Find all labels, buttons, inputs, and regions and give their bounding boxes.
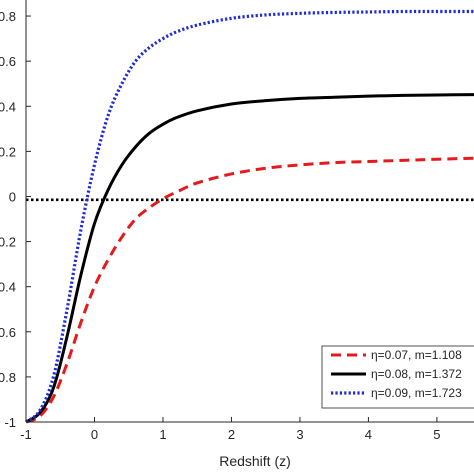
- x-tick-label: 5: [433, 427, 440, 442]
- y-tick-label: 0.4: [0, 99, 16, 114]
- x-tick-label: 0: [91, 427, 98, 442]
- y-tick-label: -0.6: [0, 325, 16, 340]
- legend-label-2: η=0.08, m=1.372: [371, 367, 462, 381]
- legend-items: η=0.07, m=1.108 η=0.08, m=1.372 η=0.09, m=…: [331, 348, 462, 400]
- x-tick-label: 3: [296, 427, 303, 442]
- legend-label-1: η=0.07, m=1.108: [371, 348, 462, 362]
- y-tick-label: -1: [4, 415, 16, 430]
- y-tick-label: 0.8: [0, 9, 16, 24]
- axes-layer: [25, 0, 474, 423]
- legend-label-3: η=0.09, m=1.723: [371, 386, 462, 400]
- x-tick-label: -1: [20, 427, 32, 442]
- series-line-1: [25, 156, 474, 424]
- y-tick-label: -0.2: [0, 235, 16, 250]
- x-axis-label: Redshift (z): [219, 453, 291, 469]
- legend: η=0.07, m=1.108 η=0.08, m=1.372 η=0.09, m=…: [321, 345, 474, 409]
- x-tick-label: 4: [365, 427, 372, 442]
- y-tick-label: -0.4: [0, 280, 16, 295]
- y-tick-label: 0: [9, 189, 16, 204]
- y-tick-label: 0.2: [0, 144, 16, 159]
- y-tick-label: -0.8: [0, 370, 16, 385]
- series-line-2: [25, 93, 474, 424]
- y-tick-label: 0.6: [0, 54, 16, 69]
- x-tick-label: 1: [159, 427, 166, 442]
- series-layer: [24, 9, 474, 424]
- ticks-layer: -1 0 1 2 3 4 5 -1 -0.8 -0.6 -0.4 -0.2 0 0.2 0.4 0.6 0.8: [0, 9, 441, 442]
- x-tick-label: 2: [228, 427, 235, 442]
